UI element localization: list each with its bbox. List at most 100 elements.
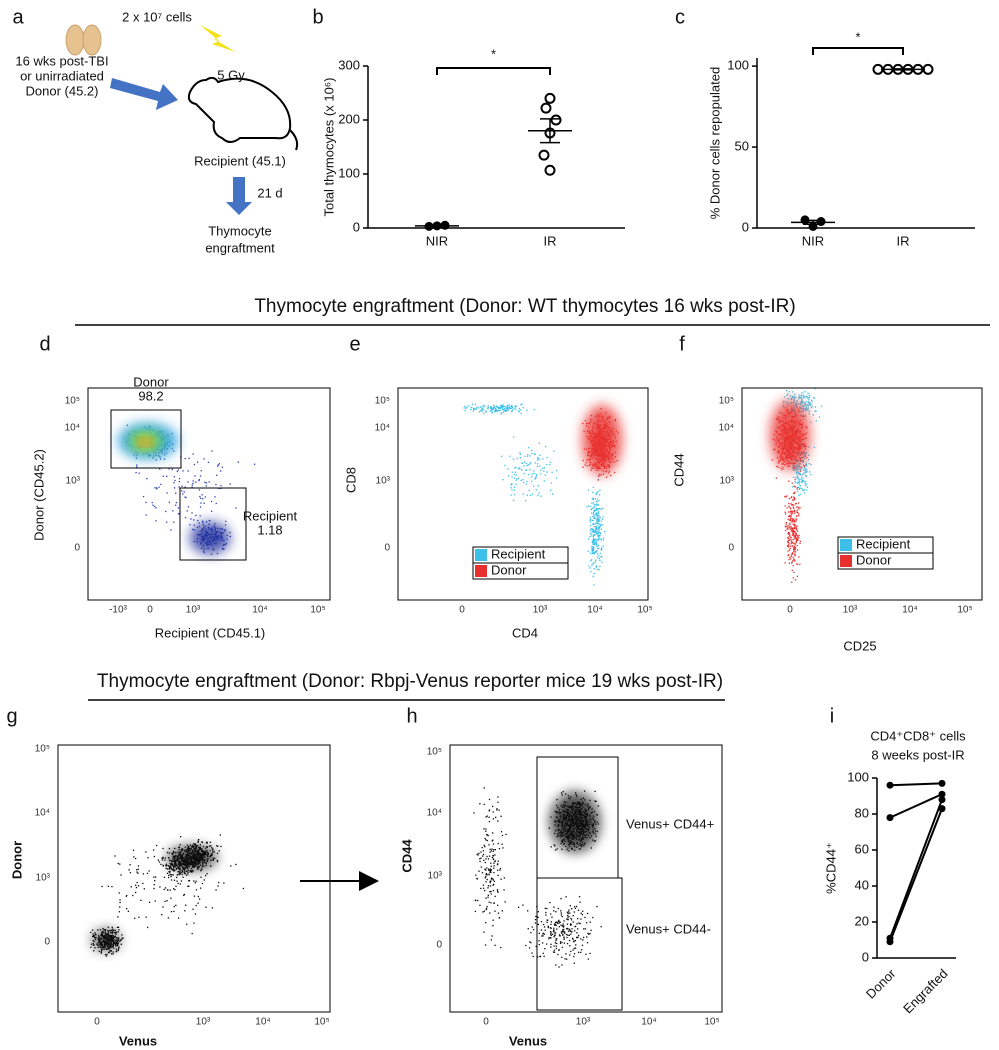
event-dot — [595, 500, 597, 503]
event-dot — [189, 844, 192, 846]
event-dot — [491, 409, 493, 411]
event-dot — [798, 398, 800, 400]
event-dot — [193, 843, 195, 845]
event-dot — [202, 497, 204, 500]
event-dot — [210, 865, 212, 867]
event-dot — [518, 468, 520, 470]
event-dot — [805, 489, 807, 491]
event-dot — [794, 536, 796, 539]
event-dot — [798, 556, 800, 558]
event-dot — [591, 549, 594, 551]
event-dot — [806, 470, 808, 472]
event-dot — [155, 876, 157, 878]
event-dot — [120, 938, 123, 941]
event-dot — [592, 486, 595, 489]
event-dot — [183, 893, 186, 896]
event-dot — [589, 505, 591, 507]
event-dot — [111, 885, 113, 888]
event-dot — [130, 886, 132, 888]
event-dot — [140, 899, 142, 901]
event-dot — [589, 567, 591, 569]
event-dot — [589, 518, 592, 521]
event-dot — [593, 551, 596, 554]
event-dot — [569, 954, 571, 956]
event-dot — [803, 407, 805, 409]
event-dot — [597, 805, 599, 807]
event-dot — [792, 395, 795, 398]
event-dot — [549, 927, 552, 929]
event-dot — [795, 527, 798, 529]
event-dot — [185, 874, 188, 876]
event-dot — [798, 534, 800, 537]
panel-label: c — [675, 6, 685, 28]
event-dot — [195, 481, 197, 483]
event-dot — [164, 887, 167, 889]
event-dot — [538, 442, 540, 445]
event-dot — [148, 870, 150, 872]
event-dot — [799, 469, 801, 471]
event-dot — [599, 523, 601, 525]
event-dot — [784, 513, 787, 515]
event-dot — [188, 880, 190, 882]
event-dot — [175, 504, 177, 506]
event-dot — [519, 467, 521, 469]
event-dot — [169, 873, 172, 876]
event-dot — [188, 885, 190, 887]
event-dot — [158, 861, 161, 863]
event-dot — [801, 467, 803, 469]
event-dot — [794, 547, 796, 550]
event-dot — [479, 406, 482, 408]
event-dot — [485, 410, 487, 412]
event-dot — [585, 922, 588, 924]
event-dot — [509, 407, 511, 410]
event-dot — [187, 470, 189, 472]
event-dot — [791, 396, 793, 399]
event-dot — [791, 517, 793, 520]
event-dot — [788, 498, 791, 500]
event-dot — [784, 396, 786, 398]
event-dot — [577, 928, 579, 930]
event-dot — [162, 857, 164, 860]
event-dot — [134, 857, 137, 860]
event-dot — [186, 844, 188, 846]
event-dot — [793, 507, 795, 509]
event-dot — [549, 489, 552, 492]
event-dot — [527, 446, 530, 449]
event-dot — [183, 491, 185, 493]
event-dot — [98, 950, 101, 953]
event-dot — [613, 471, 616, 474]
event-dot — [176, 470, 178, 473]
event-dot — [602, 516, 604, 518]
event-dot — [167, 865, 170, 867]
event-dot — [595, 513, 597, 515]
event-dot — [595, 526, 598, 528]
event-dot — [497, 406, 499, 408]
event-dot — [165, 867, 167, 870]
event-dot — [790, 512, 792, 514]
event-dot — [145, 514, 147, 516]
event-dot — [795, 476, 797, 479]
event-dot — [505, 409, 507, 411]
event-dot — [592, 523, 595, 525]
event-dot — [802, 480, 805, 482]
event-dot — [794, 491, 796, 493]
event-dot — [108, 951, 111, 953]
event-dot — [180, 880, 183, 882]
event-dot — [518, 411, 520, 413]
event-dot — [207, 461, 210, 464]
event-dot — [518, 410, 520, 412]
event-dot — [504, 464, 506, 467]
event-dot — [798, 537, 800, 539]
event-dot — [802, 472, 805, 475]
event-dot — [500, 455, 503, 457]
event-dot — [90, 946, 92, 948]
event-dot — [463, 407, 465, 409]
event-dot — [223, 882, 225, 884]
event-dot — [194, 913, 197, 915]
event-dot — [594, 523, 597, 525]
event-dot — [807, 392, 809, 394]
event-dot — [525, 462, 527, 465]
event-dot — [197, 844, 199, 847]
event-dot — [212, 850, 214, 852]
event-dot — [199, 506, 202, 508]
